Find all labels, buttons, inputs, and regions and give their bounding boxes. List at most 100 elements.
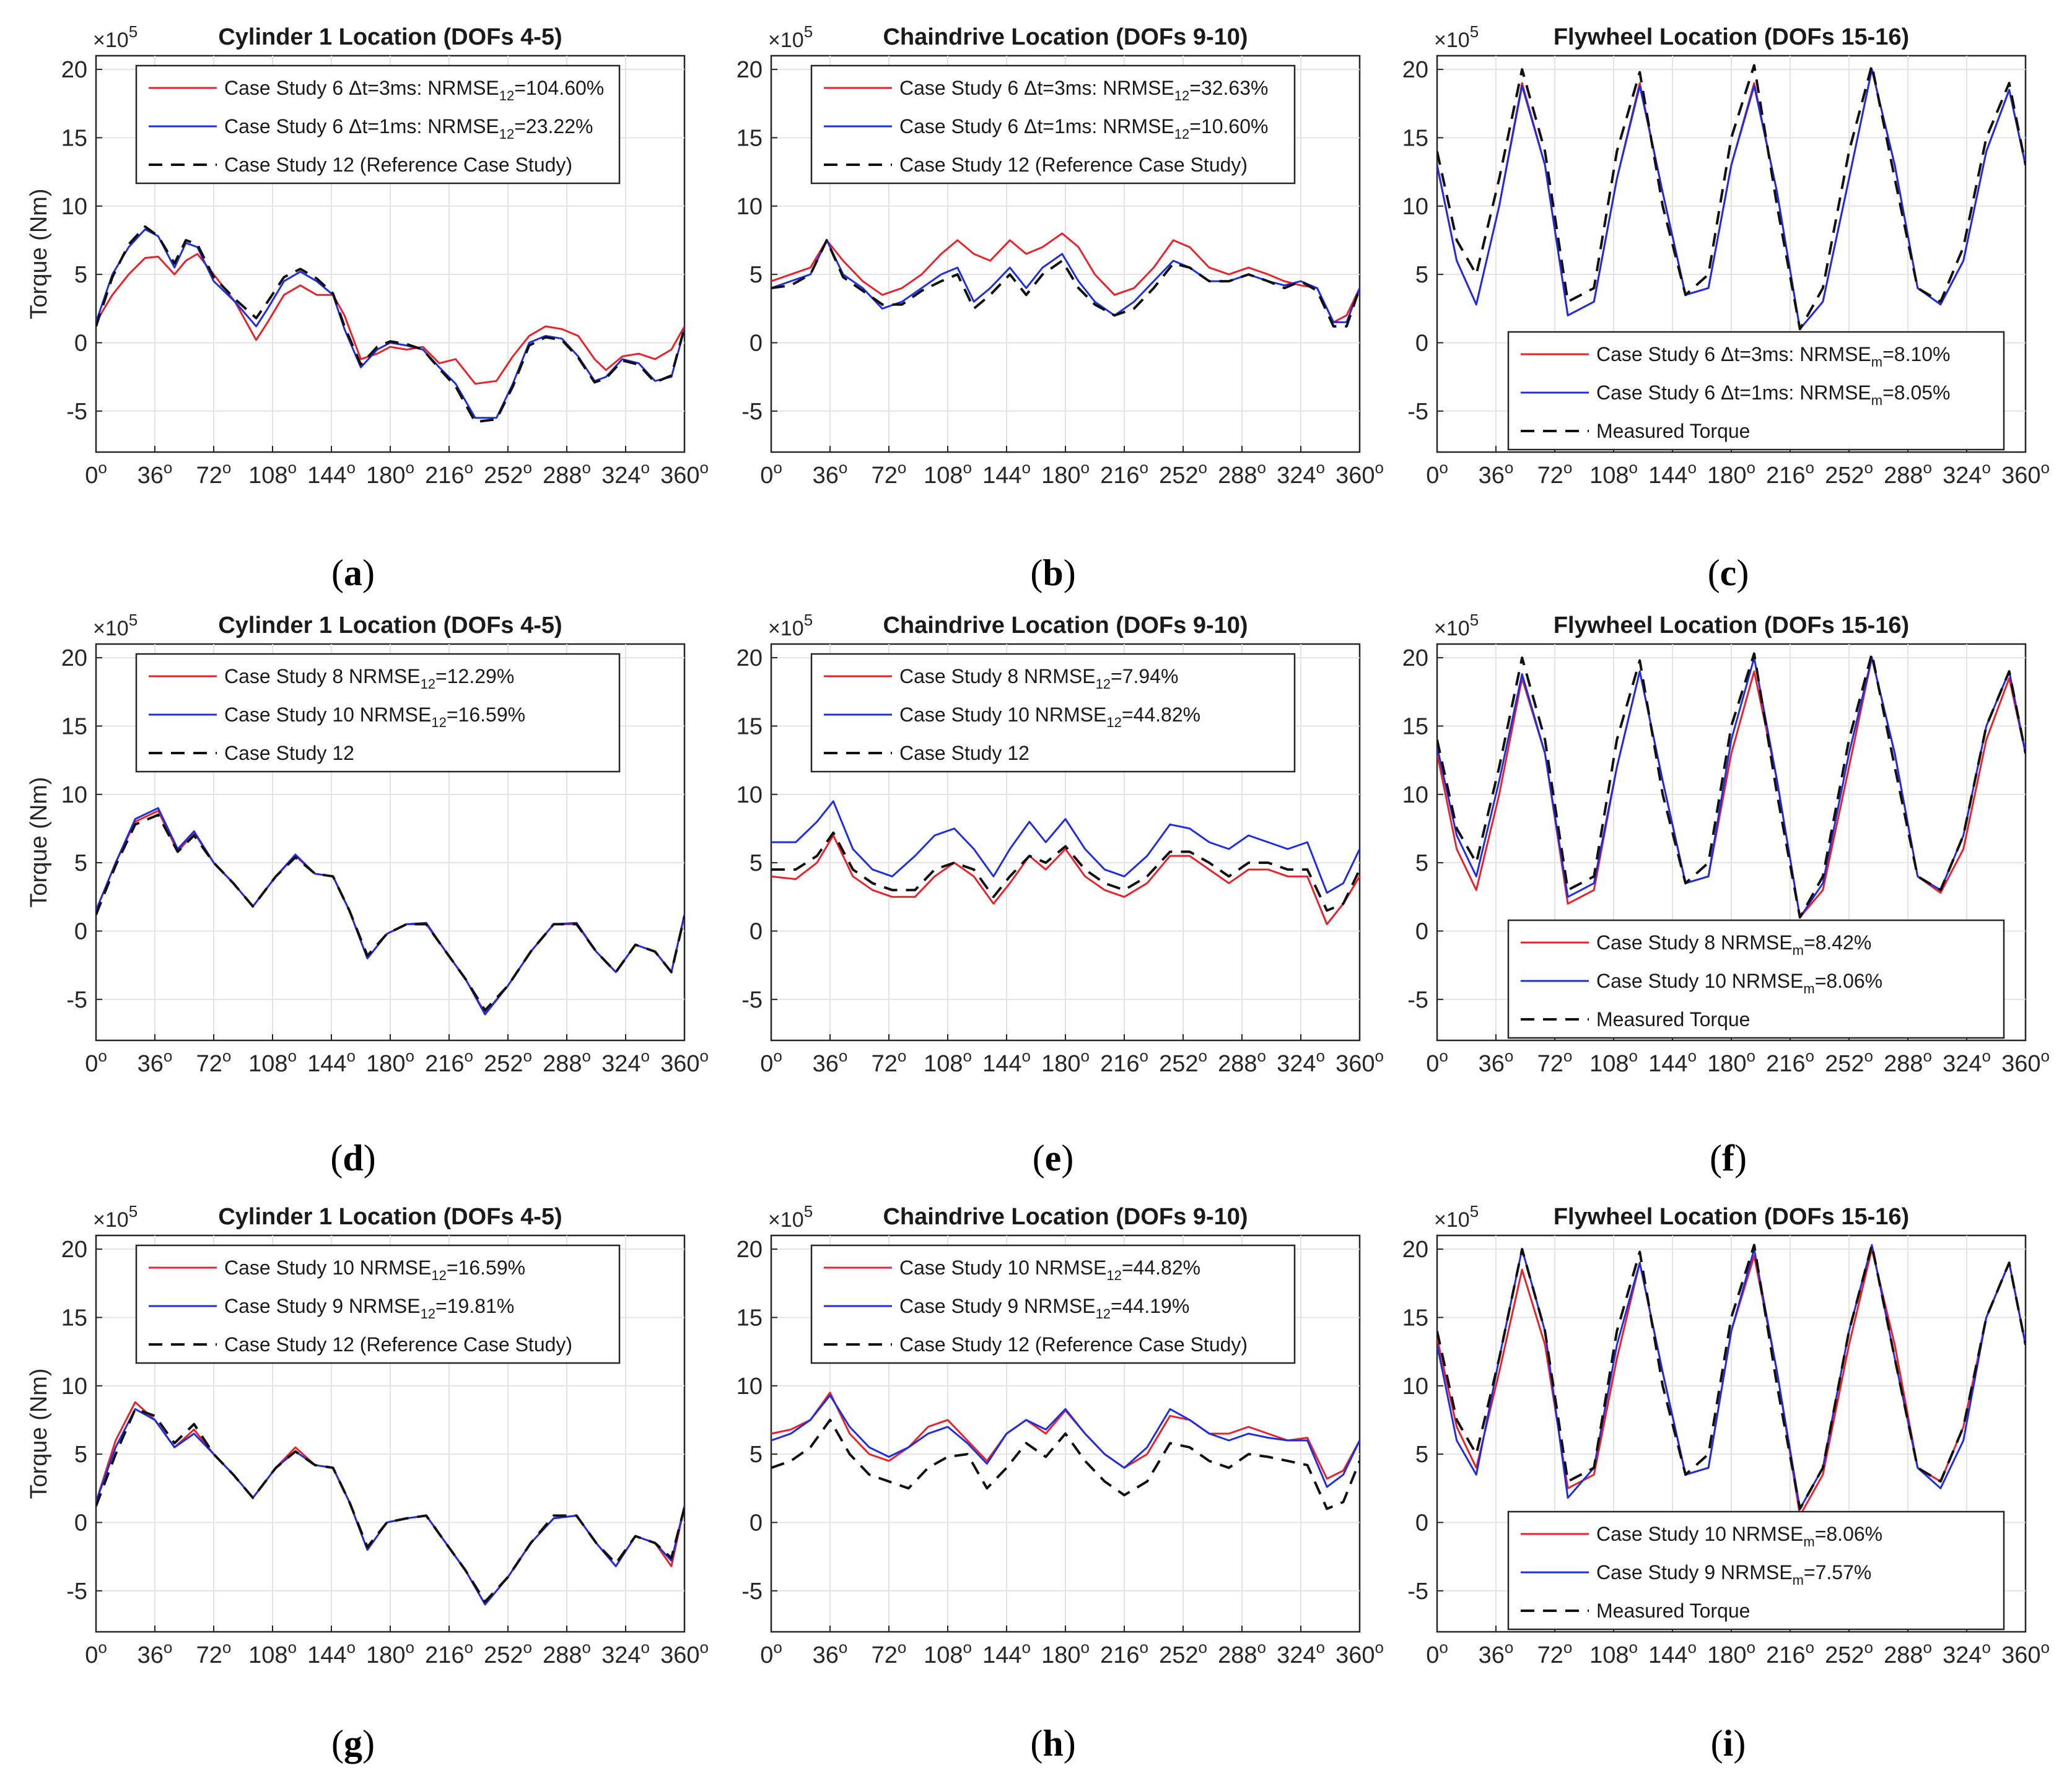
x-tick-label: 108o xyxy=(924,1638,972,1668)
panel-title: Cylinder 1 Location (DOFs 4-5) xyxy=(218,1204,562,1230)
series-group xyxy=(1437,1244,2026,1517)
panel-title: Chaindrive Location (DOFs 9-10) xyxy=(883,1204,1248,1230)
x-tick-label: 360o xyxy=(2001,1638,2050,1668)
y-axis-label: Torque (Nm) xyxy=(26,777,52,907)
x-tick-label: 288o xyxy=(1884,458,1932,489)
y-tick-label: -5 xyxy=(741,1579,763,1605)
y-tick-label: 0 xyxy=(750,918,763,944)
x-tick-label: 216o xyxy=(1100,458,1148,489)
x-tick-label: 0o xyxy=(1426,458,1448,489)
legend-entry: Case Study 10 NRMSE12=44.82% xyxy=(899,1257,1200,1283)
x-tick-label: 252o xyxy=(1159,1638,1207,1668)
x-tick-label: 180o xyxy=(1707,1638,1755,1668)
x-tick-label: 360o xyxy=(1335,1638,1384,1668)
x-tick-label: 72o xyxy=(1537,458,1573,489)
y-tick-label: 5 xyxy=(1415,850,1428,876)
x-tick-label: 324o xyxy=(1277,458,1325,489)
x-tick-label: 216o xyxy=(1100,1047,1148,1077)
x-tick-label: 288o xyxy=(1884,1638,1932,1668)
y-tick-label: 10 xyxy=(1402,1374,1428,1400)
y-tick-label: 5 xyxy=(750,850,763,876)
x-tick-label: 144o xyxy=(307,1638,356,1668)
legend-box xyxy=(1507,331,2005,451)
x-tick-label: 0o xyxy=(760,1638,782,1668)
series-line-black xyxy=(1437,64,2026,331)
axis-multiplier: ×105 xyxy=(93,22,138,52)
y-tick-label: 20 xyxy=(1402,645,1428,671)
x-tick-label: 72o xyxy=(196,1638,232,1668)
legend-box xyxy=(1507,919,2005,1039)
y-tick-label: 20 xyxy=(61,1237,87,1263)
x-tick-label: 0o xyxy=(85,1638,107,1668)
x-tick-label: 360o xyxy=(2001,458,2050,489)
x-tick-label: 360o xyxy=(2001,1047,2050,1077)
x-tick-label: 360o xyxy=(1335,1047,1384,1077)
y-tick-label: 10 xyxy=(61,782,87,808)
x-tick-label: 252o xyxy=(1825,1047,1873,1077)
y-tick-label: 5 xyxy=(74,1442,87,1468)
series-group xyxy=(771,232,1360,328)
legend-entry: Case Study 9 NRMSE12=19.81% xyxy=(224,1295,514,1322)
y-tick-label: 5 xyxy=(74,262,87,288)
y-tick-label: 0 xyxy=(750,1510,763,1536)
x-tick-label: 36o xyxy=(813,1047,848,1077)
x-tick-label: 180o xyxy=(366,1047,414,1077)
y-tick-label: 0 xyxy=(74,330,87,356)
x-tick-label: 288o xyxy=(543,1638,591,1668)
y-tick-label: 0 xyxy=(1415,918,1428,944)
panel-caption: (b) xyxy=(1030,552,1075,593)
x-tick-label: 0o xyxy=(1426,1047,1448,1077)
panel-e: -5 0 5 10 15 20 0o 36o 72o 108o 144o 180o 216o 252o 28… xyxy=(737,611,1384,1077)
x-tick-label: 288o xyxy=(1884,1047,1932,1077)
x-tick-label: 36o xyxy=(138,458,173,489)
y-tick-label: -5 xyxy=(741,399,763,425)
y-tick-label: 15 xyxy=(61,125,87,151)
x-tick-label: 108o xyxy=(248,1047,297,1077)
legend: Case Study 8 NRMSE12=7.94% Case Study 10 … xyxy=(810,653,1296,773)
x-tick-label: 288o xyxy=(543,458,591,489)
x-tick-label: 216o xyxy=(425,1047,473,1077)
y-tick-label: -5 xyxy=(1407,399,1428,425)
x-tick-label: 252o xyxy=(1159,458,1207,489)
legend-entry: Case Study 10 NRMSEm=8.06% xyxy=(1596,1523,1882,1549)
axis-multiplier: ×105 xyxy=(1434,611,1479,640)
series-group xyxy=(771,1392,1360,1510)
axis-multiplier: ×105 xyxy=(1434,22,1479,52)
x-tick-label: 108o xyxy=(924,458,972,489)
x-tick-label: 36o xyxy=(1479,458,1514,489)
y-tick-label: 0 xyxy=(1415,1510,1428,1536)
y-tick-label: -5 xyxy=(66,987,87,1013)
x-tick-label: 72o xyxy=(872,1047,907,1077)
legend-entry: Measured Torque xyxy=(1596,420,1750,442)
panel-g: -5 0 5 10 15 20 0o 36o 72o 108o 144o 180o 216o 252o 28… xyxy=(26,1202,709,1668)
panel-caption: (f) xyxy=(1710,1138,1747,1178)
x-tick-label: 72o xyxy=(1537,1638,1573,1668)
legend-box xyxy=(1507,1510,2005,1631)
x-tick-label: 0o xyxy=(760,458,782,489)
legend-entry: Case Study 10 NRMSE12=16.59% xyxy=(224,1257,525,1283)
series-line-blue xyxy=(771,1394,1360,1488)
legend-entry: Case Study 8 NRMSE12=12.29% xyxy=(224,665,514,692)
legend-entry: Case Study 12 (Reference Case Study) xyxy=(899,1333,1248,1356)
panel-f: -5 0 5 10 15 20 0o 36o 72o 108o 144o 180o 216o 252o 28… xyxy=(1402,611,2050,1077)
series-line-blue xyxy=(1437,68,2026,330)
legend: Case Study 6 Δt=3ms: NRMSE12=32.63% Case … xyxy=(810,64,1296,185)
x-tick-label: 36o xyxy=(813,458,848,489)
y-tick-label: 5 xyxy=(74,850,87,876)
legend: Case Study 8 NRMSE12=12.29% Case Study 10… xyxy=(135,653,621,773)
y-tick-label: 15 xyxy=(1402,125,1428,151)
y-tick-label: 15 xyxy=(1402,1305,1428,1331)
x-tick-label: 72o xyxy=(196,458,232,489)
x-tick-label: 216o xyxy=(1100,1638,1148,1668)
x-tick-label: 324o xyxy=(1943,458,1991,489)
panel-title: Flywheel Location (DOFs 15-16) xyxy=(1554,24,1909,50)
legend-entry: Case Study 8 NRMSE12=7.94% xyxy=(899,665,1178,692)
x-tick-label: 144o xyxy=(982,458,1031,489)
y-tick-label: 20 xyxy=(737,57,763,83)
y-tick-label: 15 xyxy=(737,713,763,739)
legend-entry: Case Study 6 Δt=1ms: NRMSE12=23.22% xyxy=(224,115,593,142)
x-tick-label: 0o xyxy=(1426,1638,1448,1668)
panel-caption: (g) xyxy=(331,1723,375,1764)
panel-c: -5 0 5 10 15 20 0o 36o 72o 108o 144o 180o 216o 252o 28… xyxy=(1402,22,2050,489)
